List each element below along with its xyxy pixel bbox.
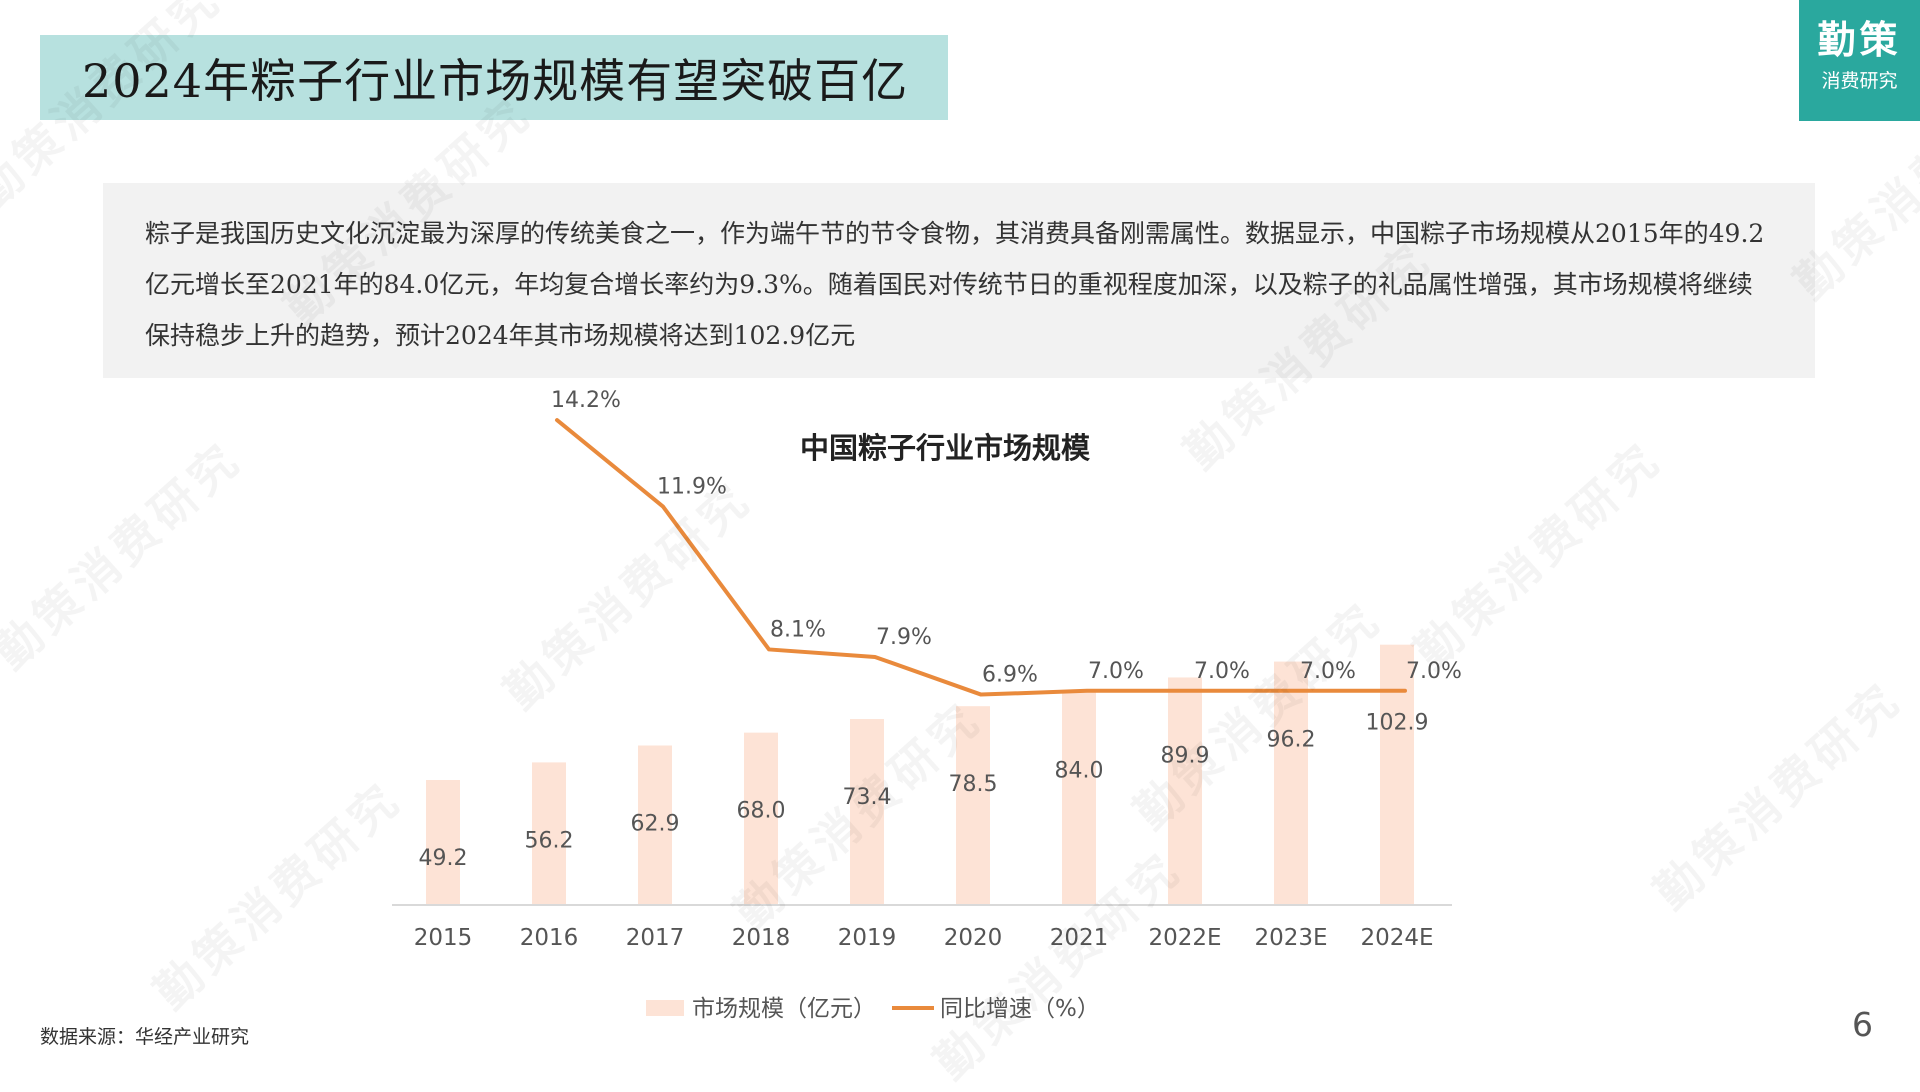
bar-value-label-2016: 56.2: [525, 828, 574, 853]
bar-2018: [744, 732, 778, 904]
bar-2022E: [1168, 677, 1202, 904]
bar-value-label-2024E: 102.9: [1366, 711, 1429, 736]
bar-2023E: [1274, 661, 1308, 904]
x-tick-label-2018: 2018: [732, 925, 791, 951]
x-tick-label-2015: 2015: [414, 925, 473, 951]
bar-2015: [426, 780, 460, 904]
bar-value-label-2023E: 96.2: [1267, 728, 1316, 753]
bar-value-label-2017: 62.9: [631, 811, 680, 836]
growth-label-2016: 14.2%: [551, 388, 621, 413]
growth-label-2024E: 7.0%: [1406, 659, 1462, 684]
bar-value-label-2015: 49.2: [419, 846, 468, 871]
legend-bar-label: 市场规模（亿元）: [692, 996, 876, 1022]
legend-line-label: 同比增速（%）: [940, 996, 1100, 1022]
bar-2017: [638, 745, 672, 904]
bar-2016: [532, 762, 566, 904]
x-tick-label-2022E: 2022E: [1148, 925, 1221, 951]
logo-main-text: 勤策: [1817, 18, 1902, 62]
bar-value-label-2018: 68.0: [737, 799, 786, 824]
x-tick-label-2016: 2016: [520, 925, 579, 951]
bars-layer: [426, 644, 1414, 904]
bar-2020: [956, 706, 990, 904]
x-tick-label-2017: 2017: [626, 925, 685, 951]
growth-label-2018: 8.1%: [770, 617, 826, 642]
growth-label-2023E: 7.0%: [1300, 659, 1356, 684]
data-source: 数据来源：华经产业研究: [40, 1026, 250, 1048]
bar-value-label-2022E: 89.9: [1161, 743, 1210, 768]
logo-sub-text: 消费研究: [1821, 70, 1898, 92]
x-tick-label-2021: 2021: [1050, 925, 1109, 951]
legend-bar-swatch: [646, 1000, 684, 1016]
x-tick-label-2019: 2019: [838, 925, 897, 951]
growth-label-2022E: 7.0%: [1194, 659, 1250, 684]
bar-value-label-2021: 84.0: [1055, 758, 1104, 783]
bar-2024E: [1380, 644, 1414, 904]
growth-label-2017: 11.9%: [657, 475, 727, 500]
description-text: 粽子是我国历史文化沉淀最为深厚的传统美食之一，作为端午节的节令食物，其消费具备刚…: [145, 219, 1765, 350]
bar-value-label-2020: 78.5: [949, 772, 998, 797]
growth-line-layer: [555, 418, 1407, 697]
growth-line: [555, 418, 1407, 697]
labels-layer: 49.2 2015 56.2 2016 14.2% 62.9 2017 11.9% 68.0 20…: [414, 388, 1462, 951]
title-banner: 2024年粽子行业市场规模有望突破百亿: [40, 35, 948, 120]
bar-2019: [850, 719, 884, 904]
brand-logo: 勤策 消费研究: [1799, 0, 1920, 121]
chart-title: 中国粽子行业市场规模: [800, 431, 1091, 465]
growth-label-2019: 7.9%: [876, 625, 932, 650]
x-tick-label-2023E: 2023E: [1254, 925, 1327, 951]
bar-value-label-2019: 73.4: [843, 785, 892, 810]
x-tick-label-2020: 2020: [944, 925, 1003, 951]
growth-label-2021: 7.0%: [1088, 659, 1144, 684]
description-box: 粽子是我国历史文化沉淀最为深厚的传统美食之一，作为端午节的节令食物，其消费具备刚…: [103, 183, 1815, 378]
page-title: 2024年粽子行业市场规模有望突破百亿: [82, 53, 909, 108]
chart-legend: 市场规模（亿元） 同比增速（%）: [646, 996, 1100, 1022]
page-number: 6: [1852, 1005, 1873, 1044]
growth-label-2020: 6.9%: [982, 663, 1038, 688]
x-tick-label-2024E: 2024E: [1360, 925, 1433, 951]
bar-2021: [1062, 692, 1096, 904]
